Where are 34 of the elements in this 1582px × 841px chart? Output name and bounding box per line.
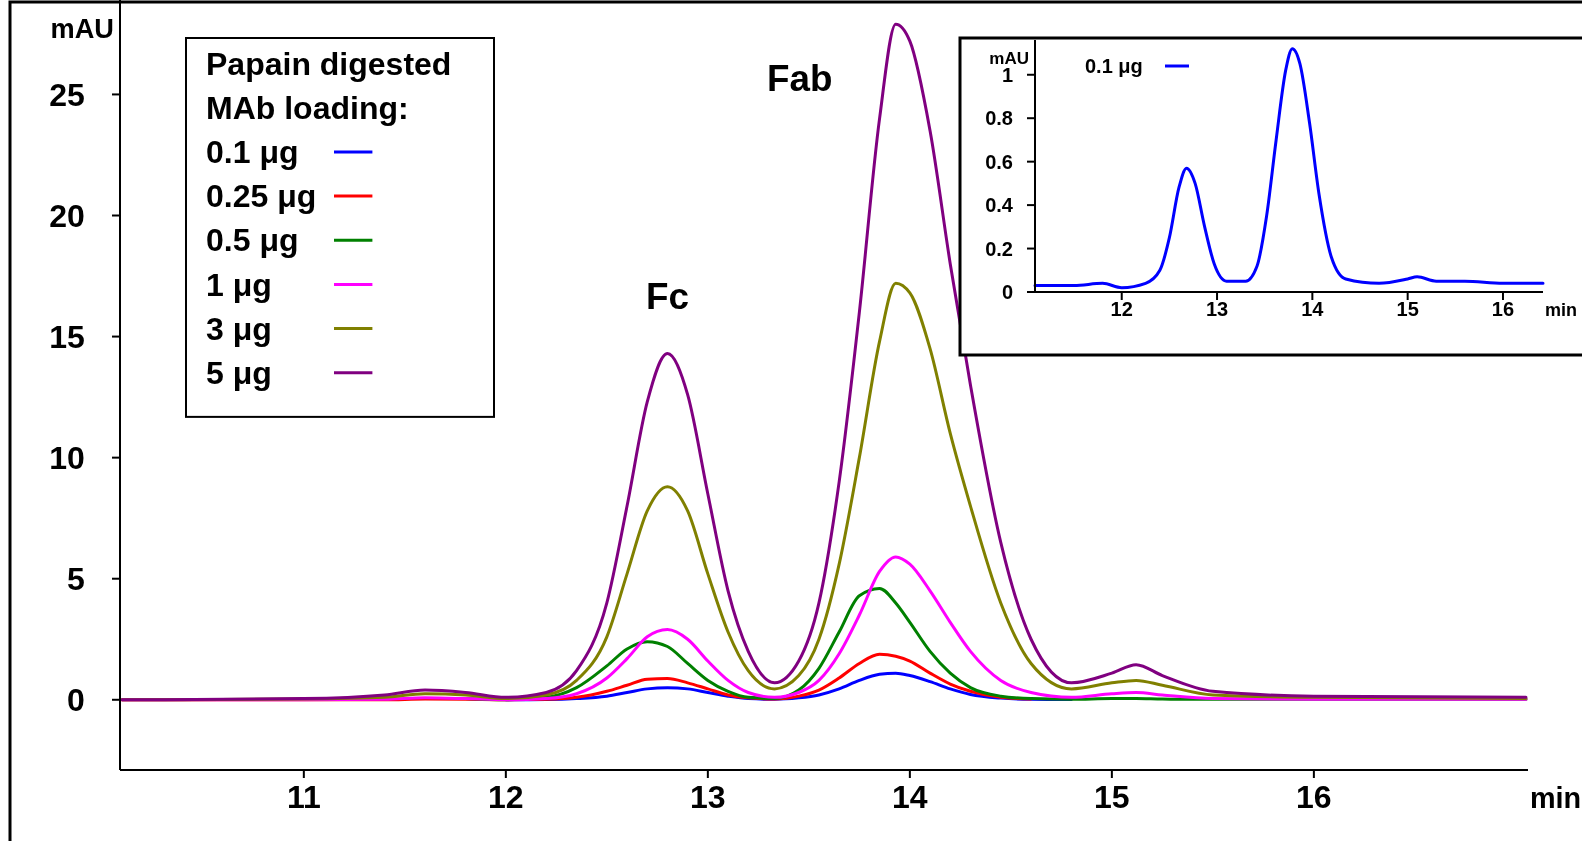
x-tick-label: 14	[892, 779, 928, 816]
y-tick-label: 0	[1001, 281, 1013, 303]
legend-label: 0.1 μg	[1085, 55, 1143, 77]
x-axis-title: min	[1530, 782, 1582, 815]
x-tick-label: 16	[1296, 779, 1332, 816]
x-axis-title: min	[1545, 300, 1578, 320]
x-tick-label: 16	[1491, 298, 1515, 320]
y-tick-label: 10	[49, 439, 85, 476]
legend-label: 1 μg	[206, 266, 272, 303]
y-tick-label: 5	[67, 560, 85, 597]
legend-title: Papain digested MAb loading:	[206, 45, 452, 126]
legend-label: 3 μg	[206, 310, 272, 347]
x-tick-label: 11	[286, 779, 321, 816]
y-tick-label: 0.2	[985, 237, 1013, 260]
x-tick-label: 15	[1396, 298, 1419, 320]
x-tick-label: 12	[1110, 298, 1133, 320]
legend-label: 5 μg	[206, 354, 272, 391]
legend-label: 0.1 μg	[206, 134, 299, 171]
y-tick-label: 25	[49, 76, 85, 113]
y-tick-label: 0.6	[985, 150, 1013, 173]
x-tick-label: 13	[690, 779, 726, 816]
legend-label: 0.25 μg	[206, 178, 317, 215]
legend-label: 0.5 μg	[206, 222, 299, 259]
y-tick-label: 0.8	[985, 107, 1013, 130]
x-tick-label: 12	[488, 779, 524, 816]
y-tick-label: 0.4	[985, 194, 1014, 217]
y-tick-label: 20	[49, 197, 85, 234]
y-axis-title: mAU	[50, 13, 114, 45]
x-tick-label: 13	[1205, 298, 1229, 320]
x-tick-label: 14	[1301, 298, 1325, 320]
annotation: Fab	[767, 58, 833, 100]
annotation: Fc	[645, 275, 689, 317]
x-tick-label: 15	[1094, 779, 1130, 816]
y-tick-label: 0	[67, 681, 85, 718]
